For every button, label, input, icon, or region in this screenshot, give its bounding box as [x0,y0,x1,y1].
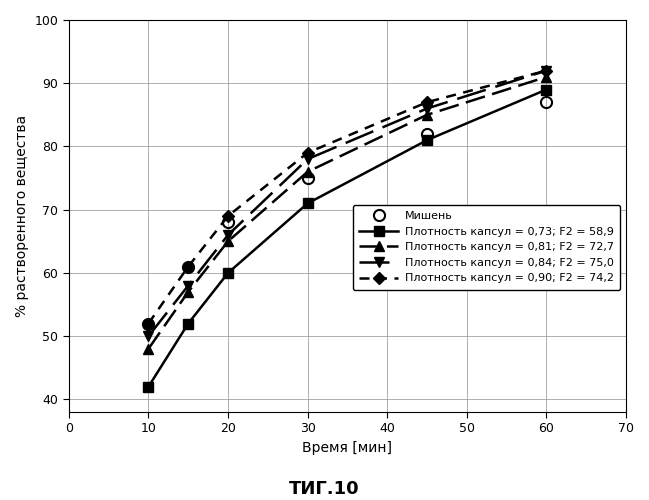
Плотность капсул = 0,81; F2 = 72,7 [184,289,192,295]
Плотность капсул = 0,84; F2 = 75,0 [543,68,550,73]
Плотность капсул = 0,73; F2 = 58,9 [304,200,312,206]
Text: ΤИГ.10: ΤИГ.10 [289,480,360,498]
Мишень [224,220,232,226]
Плотность капсул = 0,84; F2 = 75,0 [145,333,153,339]
Плотность капсул = 0,84; F2 = 75,0 [224,232,232,238]
Плотность капсул = 0,73; F2 = 58,9 [145,384,153,390]
Legend: Мишень, Плотность капсул = 0,73; F2 = 58,9, Плотность капсул = 0,81; F2 = 72,7, : Мишень, Плотность капсул = 0,73; F2 = 58… [352,204,620,290]
X-axis label: Время [мин]: Время [мин] [302,441,393,455]
Плотность капсул = 0,81; F2 = 72,7 [543,74,550,80]
Line: Плотность капсул = 0,73; F2 = 58,9: Плотность капсул = 0,73; F2 = 58,9 [143,84,551,392]
Плотность капсул = 0,81; F2 = 72,7 [423,112,431,118]
Плотность капсул = 0,81; F2 = 72,7 [304,169,312,175]
Плотность капсул = 0,84; F2 = 75,0 [184,282,192,288]
Y-axis label: % растворенного вещества: % растворенного вещества [15,115,29,317]
Плотность капсул = 0,90; F2 = 74,2 [423,99,431,105]
Line: Плотность капсул = 0,81; F2 = 72,7: Плотность капсул = 0,81; F2 = 72,7 [143,72,551,354]
Плотность капсул = 0,90; F2 = 74,2 [224,213,232,219]
Плотность капсул = 0,84; F2 = 75,0 [304,156,312,162]
Line: Мишень: Мишень [143,96,552,329]
Мишень [184,264,192,270]
Плотность капсул = 0,90; F2 = 74,2 [543,68,550,73]
Line: Плотность капсул = 0,90; F2 = 74,2: Плотность капсул = 0,90; F2 = 74,2 [144,66,550,328]
Плотность капсул = 0,90; F2 = 74,2 [184,264,192,270]
Плотность капсул = 0,73; F2 = 58,9 [224,270,232,276]
Мишень [145,320,153,326]
Мишень [543,99,550,105]
Мишень [304,175,312,181]
Плотность капсул = 0,81; F2 = 72,7 [145,346,153,352]
Плотность капсул = 0,73; F2 = 58,9 [423,137,431,143]
Плотность капсул = 0,84; F2 = 75,0 [423,106,431,112]
Плотность капсул = 0,73; F2 = 58,9 [184,320,192,326]
Плотность капсул = 0,90; F2 = 74,2 [304,150,312,156]
Мишень [423,131,431,137]
Плотность капсул = 0,73; F2 = 58,9 [543,86,550,92]
Плотность капсул = 0,81; F2 = 72,7 [224,238,232,244]
Line: Плотность капсул = 0,84; F2 = 75,0: Плотность капсул = 0,84; F2 = 75,0 [143,66,551,341]
Плотность капсул = 0,90; F2 = 74,2 [145,320,153,326]
